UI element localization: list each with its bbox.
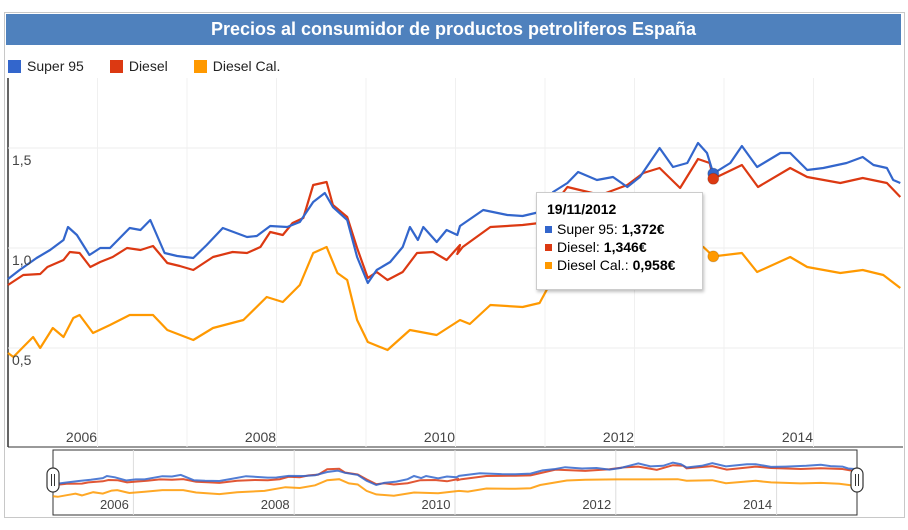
x-tick-label: 2006 [66,429,97,445]
range-handle-left[interactable] [46,467,60,493]
tooltip: 19/11/2012 Super 95: 1,372€ Diesel: 1,346€… [536,192,703,290]
x-tick-label: 2012 [603,429,634,445]
tooltip-value: 0,958€ [632,257,676,273]
tooltip-row-diesel-cal: Diesel Cal.: 0,958€ [545,257,702,273]
chart-title: Precios al consumidor de productos petro… [6,14,901,45]
y-tick-label: 0,5 [12,352,32,368]
tooltip-row-super95: Super 95: 1,372€ [545,221,702,237]
legend-swatch [8,59,21,73]
nav-series-line-diesel-cal [52,478,855,498]
nav-tick-label: 2014 [743,497,772,512]
y-tick-label: 1,0 [12,252,32,268]
tooltip-swatch [545,225,552,233]
tooltip-row-diesel: Diesel: 1,346€ [545,239,702,255]
x-tick-label: 2008 [245,429,276,445]
tooltip-value: 1,346€ [603,239,647,255]
tooltip-label: Super 95: [557,221,618,237]
legend-item-diesel-cal[interactable]: Diesel Cal. [193,56,281,76]
tooltip-swatch [545,261,552,269]
highlight-point [707,172,720,185]
chart-frame [4,12,905,518]
legend-item-diesel[interactable]: Diesel [109,56,168,76]
highlight-point [707,250,720,263]
legend-label: Super 95 [27,58,84,74]
legend-swatch [193,59,207,73]
x-tick-label: 2014 [782,429,813,445]
tooltip-value: 1,372€ [621,221,665,237]
nav-tick-label: 2010 [422,497,451,512]
tooltip-label: Diesel: [557,239,600,255]
legend-swatch [109,59,123,73]
nav-tick-label: 2006 [100,497,129,512]
legend-item-super95[interactable]: Super 95 [8,56,84,76]
range-handle-right[interactable] [850,467,864,493]
tooltip-label: Diesel Cal.: [557,257,629,273]
tooltip-date: 19/11/2012 [547,201,617,217]
range-navigator[interactable]: 2006 2008 2010 2012 2014 [46,449,864,516]
y-tick-label: 1,5 [12,152,32,168]
tooltip-swatch [545,243,552,251]
nav-series-line-super95 [52,461,855,487]
series-line-diesel [7,157,902,286]
nav-tick-label: 2008 [261,497,290,512]
legend-label: Diesel Cal. [212,58,281,74]
series-line-super95 [7,141,901,285]
series-line-diesel-cal [7,245,901,359]
nav-tick-label: 2012 [582,497,611,512]
legend: Super 95 Diesel Diesel Cal. [8,56,306,76]
x-tick-label: 2010 [424,429,455,445]
legend-label: Diesel [128,58,168,74]
